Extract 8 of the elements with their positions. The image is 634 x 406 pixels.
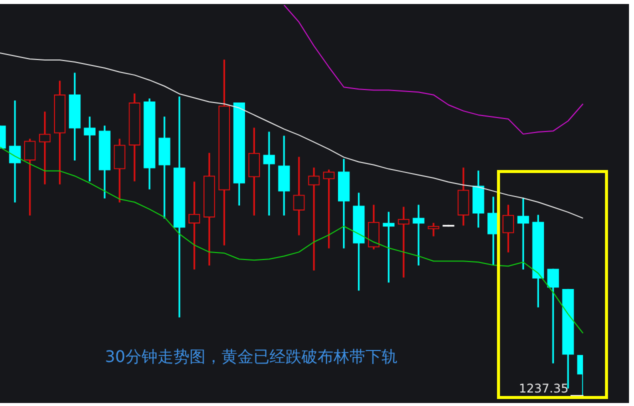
- annotation: 30分钟走势图，黄金已经跌破布林带下轨: [105, 347, 398, 366]
- annotation: 1237.35: [518, 382, 568, 396]
- candlestick: [9, 100, 21, 202]
- candlestick: [308, 168, 320, 270]
- candlestick: [293, 156, 305, 236]
- candlestick: [263, 132, 275, 216]
- candlestick: [428, 222, 440, 236]
- candlestick: [412, 204, 424, 266]
